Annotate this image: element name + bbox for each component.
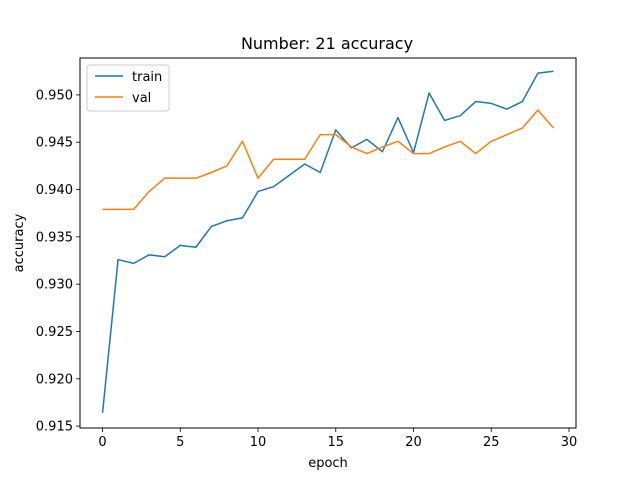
- legend-label-val: val: [132, 91, 151, 106]
- y-axis: 0.915 0.920 0.925 0.930 0.935 0.940 0.945 0.950: [36, 88, 80, 435]
- y-tick-label: 0.940: [36, 183, 73, 198]
- series-layer: [101, 70, 555, 413]
- y-tick-label: 0.920: [36, 372, 73, 387]
- y-tick-label: 0.930: [36, 278, 73, 293]
- x-tick-label: 15: [328, 435, 345, 450]
- plot-frame: [79, 57, 577, 429]
- x-tick-label: 25: [483, 435, 500, 450]
- x-axis-label: epoch: [308, 456, 348, 471]
- x-tick-label: 10: [250, 435, 267, 450]
- x-axis: 0 5 10 15 20 25 30: [98, 428, 577, 450]
- y-tick-label: 0.925: [36, 325, 73, 340]
- y-tick-label: 0.915: [36, 420, 73, 435]
- legend: train val: [86, 64, 170, 112]
- x-tick-label: 20: [405, 435, 422, 450]
- x-tick-label: 0: [98, 435, 106, 450]
- legend-label-train: train: [132, 70, 162, 85]
- y-axis-label: accuracy: [12, 213, 27, 272]
- y-tick-label: 0.935: [36, 230, 73, 245]
- series-line-train: [101, 70, 554, 413]
- x-tick-label: 30: [561, 435, 578, 450]
- chart-title: Number: 21 accuracy: [241, 34, 413, 53]
- y-tick-label: 0.945: [36, 136, 73, 151]
- series-line-val: [102, 109, 555, 211]
- y-tick-label: 0.950: [36, 88, 73, 103]
- x-tick-label: 5: [176, 435, 184, 450]
